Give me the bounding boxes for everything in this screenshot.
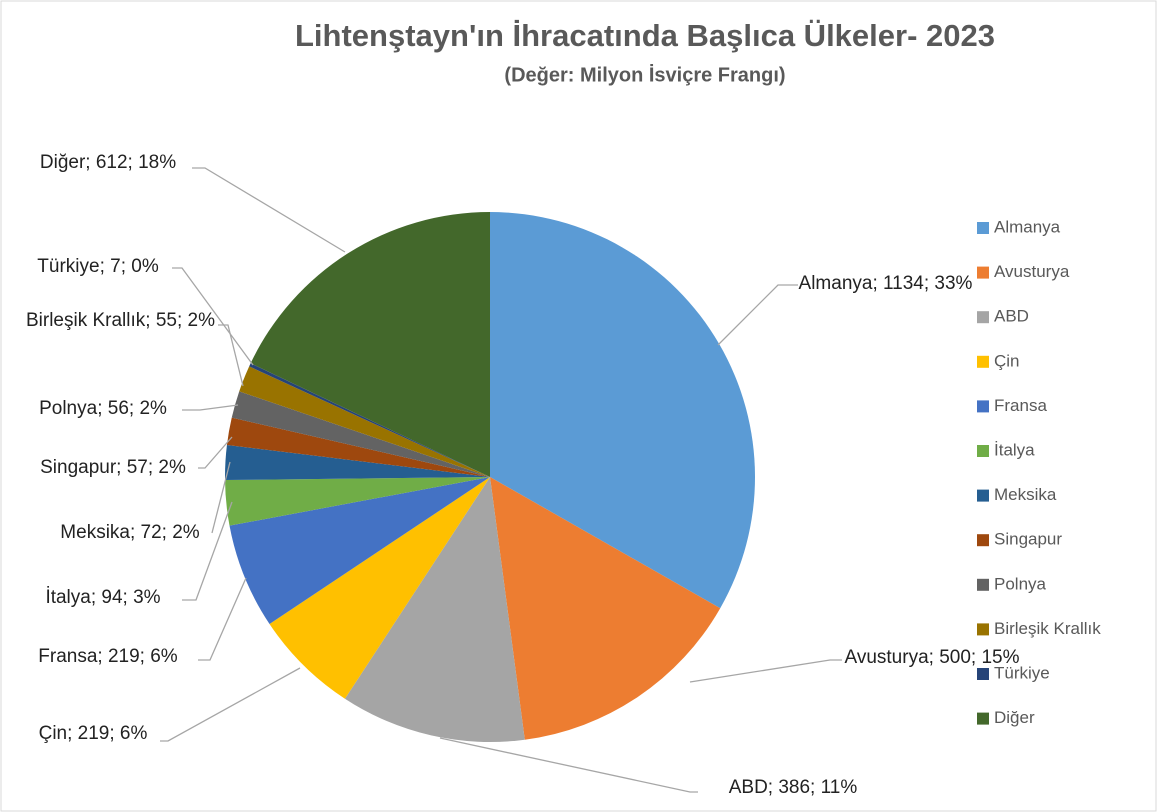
pie-slice: [490, 477, 721, 740]
pie-slice: [226, 417, 490, 477]
leader-line: [689, 659, 842, 683]
data-label: ABD; 386; 11%: [728, 777, 858, 798]
legend-label: Singapur: [994, 530, 1062, 549]
data-label: Çin; 219; 6%: [38, 723, 148, 744]
legend-label: Avusturya: [994, 262, 1070, 281]
legend-swatch: [977, 266, 989, 279]
chart-subtitle: (Değer: Milyon İsviçre Frangı): [504, 63, 785, 86]
pie-slice: [250, 212, 490, 477]
legend-label: Diğer: [994, 708, 1035, 727]
leader-line: [198, 436, 233, 469]
pie-slice: [344, 477, 525, 742]
pie-slice: [225, 444, 491, 481]
leader-line: [198, 577, 247, 661]
leader-line: [717, 284, 798, 346]
leader-line: [192, 167, 346, 253]
legend-label: ABD: [994, 307, 1029, 326]
legend-label: Fransa: [994, 396, 1047, 415]
data-label: İtalya; 94; 3%: [45, 587, 161, 608]
legend-label: Çin: [994, 351, 1020, 370]
data-label: Avusturya; 500; 15%: [844, 647, 1020, 668]
data-label: Almanya; 1134; 33%: [798, 273, 973, 294]
legend-label: Meksika: [994, 485, 1057, 504]
pie-slice: [269, 477, 490, 699]
legend-swatch: [977, 355, 989, 368]
legend-swatch: [977, 534, 989, 547]
legend-label: Türkiye: [994, 663, 1050, 682]
data-label: Fransa; 219; 6%: [38, 646, 178, 667]
leader-line: [218, 324, 244, 387]
pie-slice: [225, 477, 490, 526]
legend-label: Polnya: [994, 574, 1047, 593]
leader-line: [439, 737, 698, 793]
pie-slice: [249, 363, 490, 477]
legend-swatch: [977, 668, 989, 680]
data-label: Diğer; 612; 18%: [39, 152, 177, 173]
data-label: Polnya; 56; 2%: [39, 398, 167, 419]
chart-title: Lihtenştayn'ın İhracatında Başlıca Ülkel…: [295, 18, 995, 53]
legend-label: İtalya: [994, 440, 1035, 459]
legend-swatch: [977, 445, 989, 457]
legend-label: Almanya: [994, 217, 1061, 236]
data-label: Meksika; 72; 2%: [60, 522, 200, 543]
legend-swatch: [977, 578, 989, 591]
leader-line: [211, 461, 231, 534]
leader-line: [172, 267, 254, 366]
legend-label: Birleşik Krallık: [994, 619, 1101, 638]
legend-swatch: [977, 623, 989, 636]
legend-swatch: [977, 400, 989, 413]
legend-swatch: [977, 222, 989, 234]
pie-slice: [229, 477, 490, 625]
legend-swatch: [977, 712, 989, 725]
pie-slice: [239, 366, 490, 477]
leader-line: [160, 667, 301, 742]
legend-swatch: [977, 489, 989, 502]
leader-line: [182, 501, 233, 601]
data-label: Singapur; 57; 2%: [40, 457, 186, 478]
pie-slice: [231, 391, 490, 477]
data-label: Birleşik Krallık; 55; 2%: [25, 310, 215, 331]
pie-slice: [490, 212, 755, 609]
data-label: Türkiye; 7; 0%: [37, 256, 159, 277]
legend-swatch: [977, 311, 989, 324]
leader-line: [182, 404, 239, 411]
